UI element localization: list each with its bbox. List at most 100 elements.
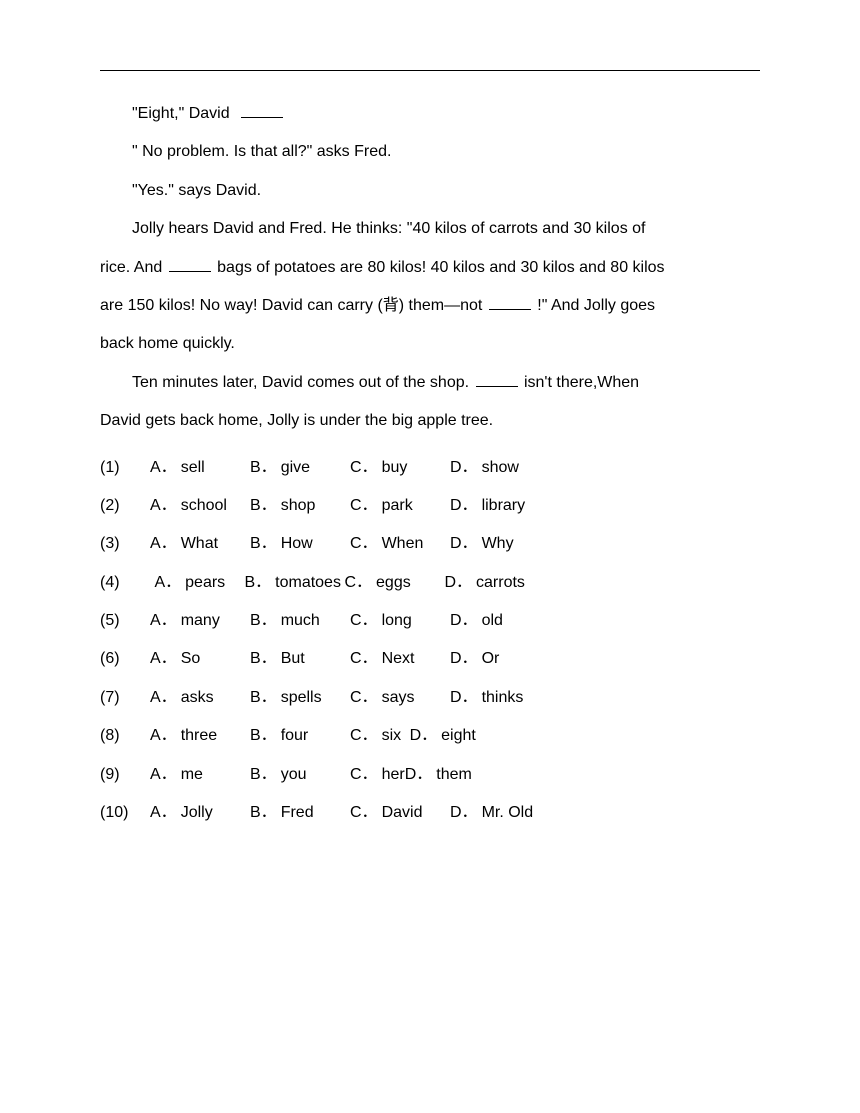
choice-value: four bbox=[281, 717, 309, 755]
choice: C．her bbox=[350, 756, 405, 794]
choice-letter: C． bbox=[350, 487, 378, 525]
passage-line: "Yes." says David. bbox=[100, 172, 760, 210]
blank-fill bbox=[241, 105, 283, 118]
choice-letter: B． bbox=[250, 525, 277, 563]
choice: D．library bbox=[450, 487, 550, 525]
choice-letter: D． bbox=[405, 756, 433, 794]
choice-value: them bbox=[436, 756, 472, 794]
choice-letter: B． bbox=[250, 794, 277, 832]
choice-letter: B． bbox=[250, 717, 277, 755]
choice-value: park bbox=[382, 487, 413, 525]
options-block: (1)A．sellB．giveC．buyD．show(2)A．schoolB．s… bbox=[100, 449, 760, 833]
passage-block: "Eight," David " No problem. Is that all… bbox=[100, 95, 760, 441]
passage-text: !" And Jolly goes bbox=[537, 297, 655, 314]
choice-group: A．SoB．ButC．NextD．Or bbox=[150, 640, 550, 678]
choice-letter: C． bbox=[350, 640, 378, 678]
choice-value: much bbox=[281, 602, 320, 640]
choice-value: Next bbox=[382, 640, 415, 678]
choice: C．Next bbox=[350, 640, 450, 678]
blank-fill bbox=[476, 374, 518, 387]
choice: A．me bbox=[150, 756, 250, 794]
choice-letter: A． bbox=[150, 602, 177, 640]
choice-letter: A． bbox=[150, 794, 177, 832]
passage-line: "Eight," David bbox=[100, 95, 760, 133]
choice: B．four bbox=[250, 717, 350, 755]
choice-value: When bbox=[382, 525, 424, 563]
choice-value: Jolly bbox=[181, 794, 213, 832]
choice-letter: C． bbox=[350, 794, 378, 832]
choice-letter: C． bbox=[350, 679, 378, 717]
passage-line: David gets back home, Jolly is under the… bbox=[100, 402, 760, 440]
choice-letter: A． bbox=[154, 564, 181, 602]
choice-group: A．meB．youC．herD．them bbox=[150, 756, 472, 794]
question-number: (6) bbox=[100, 640, 150, 678]
choice: C．six bbox=[350, 717, 401, 755]
choice: D．Mr. Old bbox=[450, 794, 550, 832]
choice-value: sell bbox=[181, 449, 205, 487]
passage-text: " No problem. Is that all?" asks Fred. bbox=[132, 143, 391, 160]
passage-line: are 150 kilos! No way! David can carry (… bbox=[100, 287, 760, 325]
choice-value: tomatoes bbox=[275, 564, 341, 602]
choice-value: old bbox=[482, 602, 503, 640]
question-number: (10) bbox=[100, 794, 150, 832]
choice: D．old bbox=[450, 602, 550, 640]
choice: A．three bbox=[150, 717, 250, 755]
choice-letter: C． bbox=[350, 717, 378, 755]
passage-text: "Eight," David bbox=[132, 105, 230, 122]
choice: D．them bbox=[405, 756, 472, 794]
page-top-rule bbox=[100, 70, 760, 71]
choice: D．Or bbox=[450, 640, 550, 678]
choice-value: give bbox=[281, 449, 310, 487]
passage-line: rice. And bags of potatoes are 80 kilos!… bbox=[100, 249, 760, 287]
choice-letter: D． bbox=[450, 602, 478, 640]
choice: B．Fred bbox=[250, 794, 350, 832]
choice-letter: A． bbox=[150, 525, 177, 563]
choice: A．sell bbox=[150, 449, 250, 487]
question-number: (9) bbox=[100, 756, 150, 794]
question-number: (5) bbox=[100, 602, 150, 640]
choice: B．spells bbox=[250, 679, 350, 717]
passage-text: "Yes." says David. bbox=[132, 182, 261, 199]
passage-line: Ten minutes later, David comes out of th… bbox=[100, 364, 760, 402]
choice-letter: A． bbox=[150, 449, 177, 487]
choice-group: A．threeB．fourC．six D．eight bbox=[150, 717, 476, 755]
question-row: (6)A．SoB．ButC．NextD．Or bbox=[100, 640, 760, 678]
choice-value: Mr. Old bbox=[482, 794, 534, 832]
choice-value: says bbox=[382, 679, 415, 717]
choice: A．school bbox=[150, 487, 250, 525]
choice-letter: B． bbox=[244, 564, 271, 602]
choice: A．So bbox=[150, 640, 250, 678]
blank-fill bbox=[489, 297, 531, 310]
choice-value: buy bbox=[382, 449, 408, 487]
question-row: (1)A．sellB．giveC．buyD．show bbox=[100, 449, 760, 487]
choice: B．you bbox=[250, 756, 350, 794]
choice: B．tomatoes bbox=[244, 564, 344, 602]
choice-group: A．pearsB．tomatoesC．eggsD．carrots bbox=[150, 564, 544, 602]
choice-letter: B． bbox=[250, 487, 277, 525]
choice-value: carrots bbox=[476, 564, 525, 602]
choice-letter: C． bbox=[350, 525, 378, 563]
choice: B．But bbox=[250, 640, 350, 678]
choice-group: A．manyB．muchC．longD．old bbox=[150, 602, 550, 640]
choice-letter: C． bbox=[350, 449, 378, 487]
question-row: (9)A．meB．youC．herD．them bbox=[100, 756, 760, 794]
choice-group: A．WhatB．HowC．WhenD．Why bbox=[150, 525, 550, 563]
choice-value: long bbox=[382, 602, 412, 640]
choice-letter: C． bbox=[344, 564, 372, 602]
passage-text: are 150 kilos! No way! David can carry (… bbox=[100, 297, 487, 314]
question-row: (4) A．pearsB．tomatoesC．eggsD．carrots bbox=[100, 564, 760, 602]
choice-letter: A． bbox=[150, 756, 177, 794]
choice: B．give bbox=[250, 449, 350, 487]
choice-letter: B． bbox=[250, 640, 277, 678]
choice: D．thinks bbox=[450, 679, 550, 717]
choice: D．show bbox=[450, 449, 550, 487]
question-number: (8) bbox=[100, 717, 150, 755]
choice-value: eight bbox=[441, 717, 476, 755]
passage-text: Ten minutes later, David comes out of th… bbox=[132, 374, 474, 391]
passage-text: Jolly hears David and Fred. He thinks: "… bbox=[132, 220, 645, 237]
choice: D．eight bbox=[410, 717, 476, 755]
choice-value: thinks bbox=[482, 679, 524, 717]
choice-value: What bbox=[181, 525, 218, 563]
choice-letter: B． bbox=[250, 756, 277, 794]
choice-letter: A． bbox=[150, 679, 177, 717]
